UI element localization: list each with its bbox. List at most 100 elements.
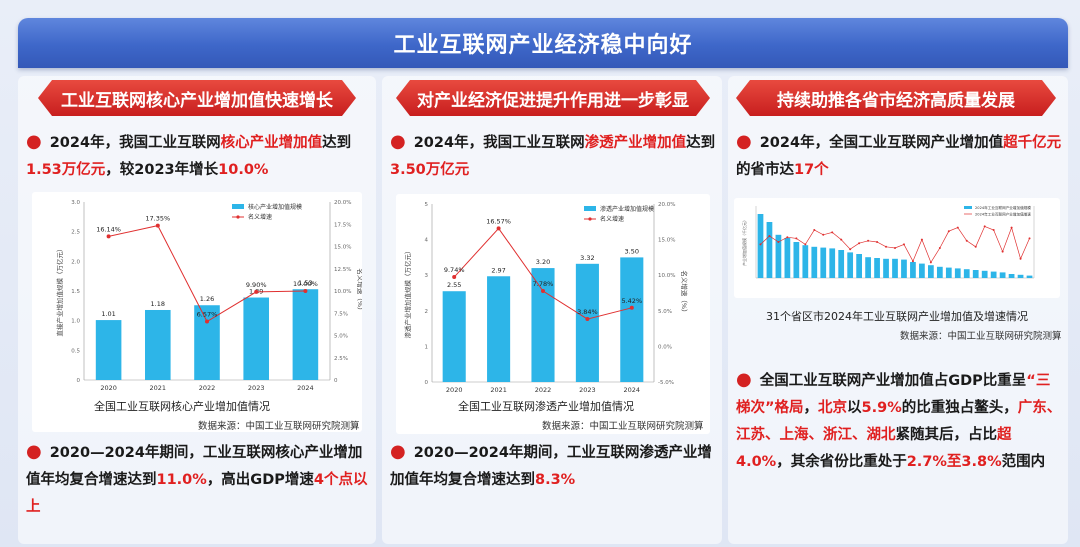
chart-1-source: 数据来源：中国工业互联网研究院测算	[198, 421, 360, 432]
bar	[243, 297, 269, 380]
panel-1-bullet-2: ● 2020—2024年期间，工业互联网核心产业增加值年均复合增速达到11.0%，…	[26, 441, 368, 515]
legend-line-label: 名义增速	[600, 215, 624, 223]
bar	[793, 242, 800, 278]
x-tick-label: 2023	[579, 386, 596, 394]
growth-value-label: 3.84%	[577, 308, 598, 316]
x-tick-label: 2020	[446, 386, 463, 394]
y2-tick-label: 20.0%	[658, 202, 675, 208]
growth-point	[768, 235, 771, 237]
bar	[999, 272, 1006, 278]
chart-penetration-industry: 0 1 2 3 4 5 -5.0% 0.0% 5.0% 10.0% 15.0% 20.0% 渗透产业增加…	[396, 194, 710, 434]
panel-2-bullet-2: ● 2020—2024年期间，工业互联网渗透产业增加值年均复合增速达到8.3%	[390, 441, 712, 488]
bar	[865, 257, 871, 278]
chart-3-caption: 31个省区市2024年工业互联网产业增加值及增速情况	[766, 310, 1028, 323]
growth-value-label: 5.42%	[621, 297, 642, 305]
growth-point	[452, 275, 457, 280]
bar	[811, 246, 818, 278]
y-tick-label: 3.0	[71, 200, 80, 206]
x-tick-label: 2024	[297, 384, 314, 392]
y-tick-label: 4	[425, 238, 429, 244]
growth-point	[1010, 226, 1013, 229]
bar	[442, 291, 466, 382]
bar	[1017, 274, 1024, 278]
bar	[928, 265, 934, 278]
chart-1-caption: 全国工业互联网核心产业增加值情况	[94, 400, 270, 413]
growth-value-label: 7.78%	[533, 280, 554, 288]
chart-core-industry: 0 0.5 1.0 1.5 2.0 2.5 3.0 0 2.5% 5.0% 7.5% 10.0% 12.…	[32, 192, 365, 432]
panel-3-ribbon: 持续助推各省市经济高质量发展	[736, 80, 1056, 116]
growth-point	[929, 261, 932, 264]
panel-2-heading: 对产业经济促进提升作用进一步彰显	[417, 90, 689, 111]
y-axis-title: 渗透产业增加值规模（万亿元）	[403, 248, 412, 339]
y-tick-label: 0	[77, 378, 81, 384]
growth-point	[106, 234, 111, 239]
page-banner: 工业互联网产业经济稳中向好	[18, 18, 1068, 68]
panel-core-industry: 工业互联网核心产业增加值快速增长 ● 2024年，我国工业互联网核心产业增加值达到…	[18, 76, 376, 544]
chart-provinces-svg: 产业增加值规模（千亿元） 2024年工业互联网产业增加值规模 2024年工业互联网产…	[741, 205, 1035, 279]
chart-provinces: 产业增加值规模（千亿元） 2024年工业互联网产业增加值规模 2024年工业互联网产…	[734, 198, 1060, 298]
growth-point	[795, 237, 798, 240]
growth-point	[804, 243, 807, 246]
growth-point	[629, 305, 634, 310]
bar	[883, 258, 889, 278]
bar-value-label: 3.20	[536, 258, 550, 266]
growth-value-label: 16.57%	[486, 217, 511, 225]
growth-point	[858, 242, 861, 245]
growth-point	[1019, 257, 1022, 260]
growth-point	[541, 289, 545, 294]
bar	[892, 258, 898, 278]
bar	[784, 238, 791, 278]
legend-bar-swatch	[232, 204, 244, 209]
chart-core-svg: 0 0.5 1.0 1.5 2.0 2.5 3.0 0 2.5% 5.0% 7.5% 10.0% 12.…	[55, 200, 365, 392]
x-tick-label: 2022	[199, 384, 216, 392]
panel-provinces: 持续助推各省市经济高质量发展 ● 2024年，全国工业互联网产业增加值超千亿元的省…	[728, 76, 1068, 544]
growth-value-label: 9.74%	[444, 266, 465, 274]
growth-value-label: 17.35%	[145, 215, 170, 223]
growth-point	[965, 239, 968, 242]
bar	[775, 234, 782, 278]
y-tick-label: 3	[425, 273, 429, 279]
y2-tick-label: 7.5%	[334, 311, 348, 317]
y2-axis-title: 名义增速（%）	[680, 270, 689, 315]
growth-point	[840, 238, 843, 241]
x-tick-label: 2021	[490, 386, 507, 394]
bar-value-label: 3.32	[580, 254, 594, 262]
bar	[910, 262, 916, 278]
growth-point	[885, 245, 888, 248]
growth-point	[759, 243, 762, 246]
growth-point	[867, 239, 870, 242]
growth-point	[1028, 237, 1031, 240]
growth-point	[813, 229, 816, 231]
page-title: 工业互联网产业经济稳中向好	[393, 33, 693, 58]
panel-3-heading: 持续助推各省市经济高质量发展	[777, 90, 1015, 111]
y-tick-label: 5	[425, 202, 429, 208]
bar	[802, 245, 809, 278]
chart-2-caption: 全国工业互联网渗透产业增加值情况	[458, 400, 634, 413]
growth-point	[1001, 250, 1004, 253]
bar-value-label: 1.26	[200, 295, 214, 303]
legend-bar-label: 2024年工业互联网产业增加值规模	[975, 205, 1031, 210]
bar	[1008, 274, 1015, 278]
bar-value-label: 1.18	[151, 300, 165, 308]
bar	[901, 259, 907, 278]
y2-tick-label: 20.0%	[334, 200, 351, 206]
growth-point	[902, 243, 905, 246]
growth-point	[894, 247, 896, 249]
bar	[981, 270, 988, 278]
bar	[838, 250, 845, 278]
bar-value-label: 1.01	[101, 310, 115, 318]
bar	[945, 267, 952, 278]
growth-point	[205, 319, 209, 324]
y2-tick-label: 0.0%	[658, 344, 672, 350]
legend-bar-swatch	[584, 206, 596, 211]
bar	[919, 263, 925, 278]
growth-point	[911, 260, 914, 263]
y2-tick-label: 10.0%	[334, 289, 351, 295]
bar	[194, 305, 220, 380]
growth-point	[777, 241, 780, 243]
panel-1-ribbon: 工业互联网核心产业增加值快速增长	[38, 80, 356, 116]
y-tick-label: 1.0	[71, 319, 80, 325]
legend-bar-label: 渗透产业增加值规模	[600, 205, 654, 213]
bar	[487, 276, 511, 382]
bar	[856, 254, 862, 278]
